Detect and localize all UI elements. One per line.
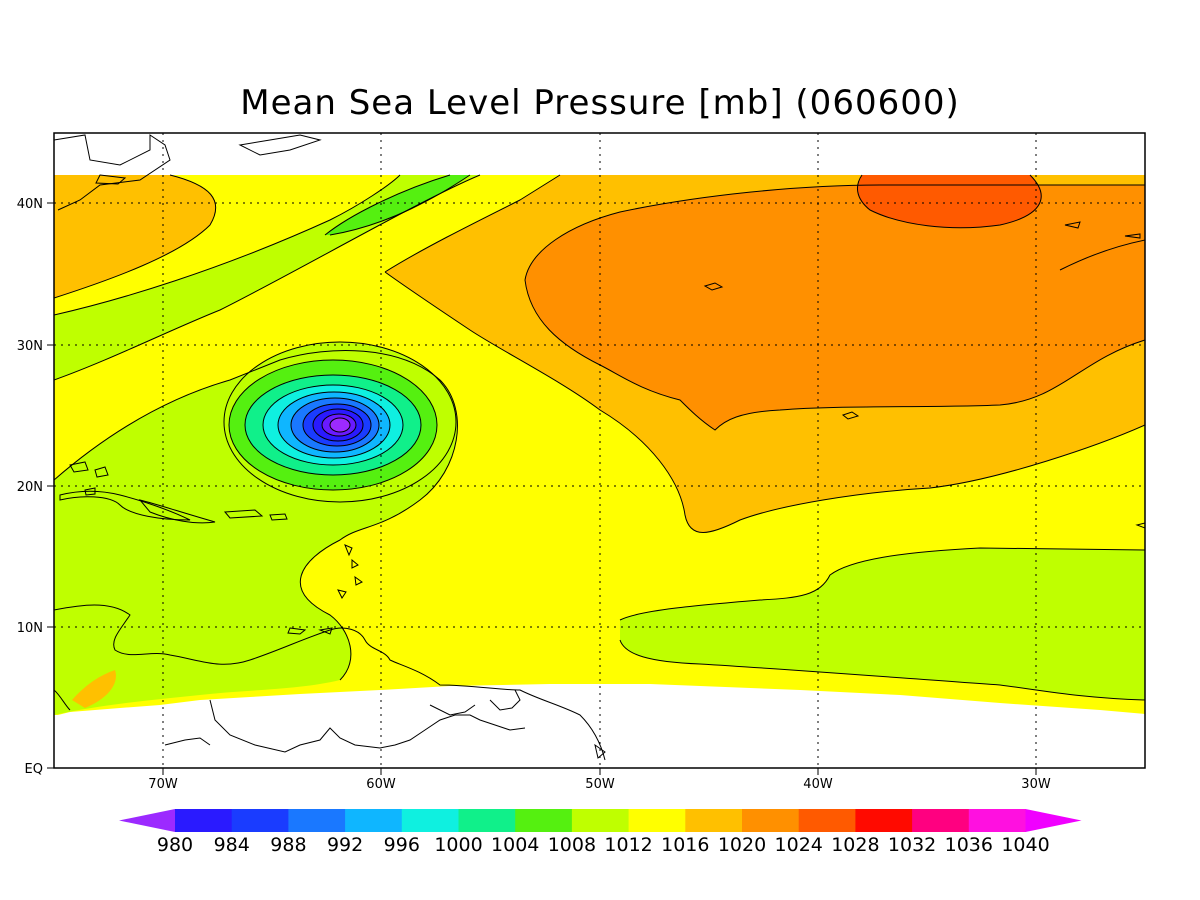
- colorbar-swatch: [458, 809, 516, 832]
- colorbar-arrow-high: [1025, 809, 1082, 832]
- y-tick-labels: EQ 10N 20N 30N 40N: [17, 197, 43, 777]
- y-tick-label: 30N: [17, 339, 43, 354]
- colorbar-swatch: [968, 809, 1026, 832]
- colorbar-label: 1032: [888, 834, 936, 856]
- colorbar-swatch: [628, 809, 686, 832]
- x-tick-label: 40W: [803, 777, 833, 792]
- field-1004-streak: [325, 175, 470, 235]
- pressure-field: [54, 133, 1145, 768]
- colorbar-swatch: [231, 809, 289, 832]
- colorbar-label: 1016: [661, 834, 709, 856]
- contour-lines: [54, 174, 1145, 701]
- y-tick-label: 20N: [17, 480, 43, 495]
- colorbar-swatch: [685, 809, 743, 832]
- colorbar-label: 1000: [434, 834, 482, 856]
- x-tick-label: 50W: [585, 777, 615, 792]
- colorbar-swatch: [401, 809, 459, 832]
- colorbar-label: 988: [270, 834, 306, 856]
- field-1016-southwest: [72, 670, 116, 708]
- field-1020-east: [525, 185, 1145, 430]
- colorbar-label: 1028: [831, 834, 879, 856]
- x-tick-label: 60W: [366, 777, 396, 792]
- tick-marks: [47, 202, 1037, 775]
- colorbar-swatch: [742, 809, 800, 832]
- colorbar-label: 984: [214, 834, 250, 856]
- tropical-low: [223, 341, 457, 503]
- colorbar: 980 984 988 992 996 1000 1004 1008 1012 1016 1020 1…: [119, 809, 1082, 856]
- colorbar-arrow-low: [119, 809, 175, 832]
- colorbar-label: 1012: [604, 834, 652, 856]
- colorbar-label: 996: [384, 834, 420, 856]
- no-data-south: [54, 684, 1145, 768]
- field-1024-peak: [857, 175, 1042, 228]
- colorbar-swatch: [798, 809, 856, 832]
- y-tick-label: 10N: [17, 621, 43, 636]
- colorbar-label: 1040: [1001, 834, 1049, 856]
- colorbar-swatch: [571, 809, 630, 832]
- x-tick-label: 30W: [1021, 777, 1051, 792]
- colorbar-label: 1008: [548, 834, 596, 856]
- x-tick-label: 70W: [148, 777, 178, 792]
- y-tick-label: 40N: [17, 197, 43, 212]
- colorbar-swatch: [345, 809, 403, 832]
- colorbar-label: 1020: [718, 834, 766, 856]
- colorbar-label: 992: [327, 834, 363, 856]
- field-1016-northwest: [54, 175, 216, 298]
- colorbar-label: 1004: [491, 834, 539, 856]
- x-tick-labels: 70W 60W 50W 40W 30W: [148, 777, 1051, 792]
- lat-lon-grid: [54, 133, 1145, 768]
- colorbar-label: 1024: [775, 834, 823, 856]
- field-1008-southeast: [620, 548, 1145, 700]
- colorbar-label: 1036: [945, 834, 993, 856]
- map-title: Mean Sea Level Pressure [mb] (060600): [240, 83, 960, 123]
- colorbar-swatch: [288, 809, 346, 832]
- colorbar-swatch: [175, 809, 233, 832]
- colorbar-swatch: [912, 809, 970, 832]
- y-tick-label: EQ: [25, 762, 43, 777]
- colorbar-label: 980: [157, 834, 193, 856]
- colorbar-swatch: [515, 809, 573, 832]
- field-1008-northwest: [54, 175, 480, 380]
- colorbar-swatch: [855, 809, 913, 832]
- coastlines: [54, 134, 1145, 761]
